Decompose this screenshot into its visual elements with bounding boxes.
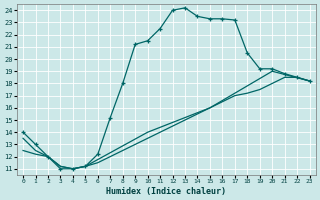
X-axis label: Humidex (Indice chaleur): Humidex (Indice chaleur) [106, 187, 226, 196]
